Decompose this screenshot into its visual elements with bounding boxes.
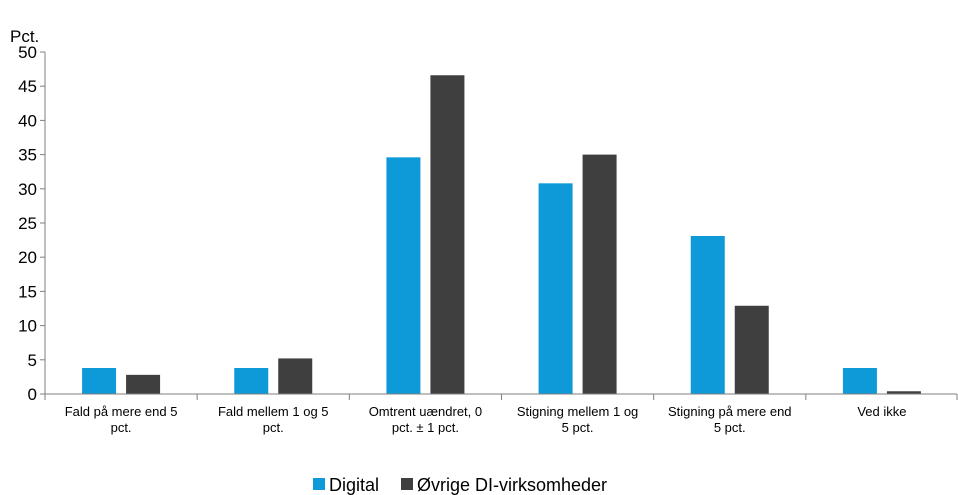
x-tick-label: pct. [111, 420, 132, 435]
y-tick-label: 0 [28, 385, 37, 404]
legend: Digital Øvrige DI-virksomheder [313, 475, 607, 495]
bar-digital-3 [538, 183, 573, 394]
y-tick-label: 45 [18, 77, 37, 96]
y-tick-label: 35 [18, 146, 37, 165]
bar-oevrige-0 [126, 374, 161, 394]
x-tick-label: Fald på mere end 5 [65, 404, 178, 419]
bar-oevrige-2 [430, 75, 465, 395]
x-tick-label: pct. [263, 420, 284, 435]
bar-oevrige-4 [734, 305, 769, 394]
legend-swatch [401, 478, 413, 490]
x-tick-label: Fald mellem 1 og 5 [218, 404, 329, 419]
axes [44, 52, 958, 400]
bar-digital-4 [690, 235, 725, 394]
y-tick-label: 15 [18, 282, 37, 301]
legend-label: Øvrige DI-virksomheder [417, 475, 607, 495]
bar-digital-1 [234, 368, 269, 394]
x-tick-label: Omtrent uændret, 0 [369, 404, 482, 419]
x-tick-label: Ved ikke [857, 404, 906, 419]
legend-label: Digital [329, 475, 379, 495]
y-tick-label: 30 [18, 180, 37, 199]
bar-oevrige-3 [582, 154, 617, 394]
y-tick-label: 25 [18, 214, 37, 233]
x-tick-label: Stigning mellem 1 og [517, 404, 638, 419]
y-tick-label: 10 [18, 317, 37, 336]
y-tick-label: 20 [18, 248, 37, 267]
x-tick-label: Stigning på mere end [668, 404, 792, 419]
y-tick-label: 50 [18, 43, 37, 62]
bar-digital-0 [82, 368, 117, 394]
x-tick-label: 5 pct. [714, 420, 746, 435]
bar-oevrige-1 [278, 358, 313, 394]
y-axis-ticks: 0 5 10 15 20 25 30 35 40 45 50 [18, 43, 45, 404]
x-tick-label: 5 pct. [562, 420, 594, 435]
bars [82, 75, 921, 395]
bar-digital-2 [386, 157, 421, 394]
y-axis-unit-label: Pct. [10, 27, 39, 46]
bar-oevrige-5 [886, 391, 921, 394]
legend-swatch [313, 478, 325, 490]
y-tick-label: 5 [28, 351, 37, 370]
bar-digital-5 [842, 368, 877, 394]
x-tick-label: pct. ± 1 pct. [392, 420, 459, 435]
y-tick-label: 40 [18, 111, 37, 130]
